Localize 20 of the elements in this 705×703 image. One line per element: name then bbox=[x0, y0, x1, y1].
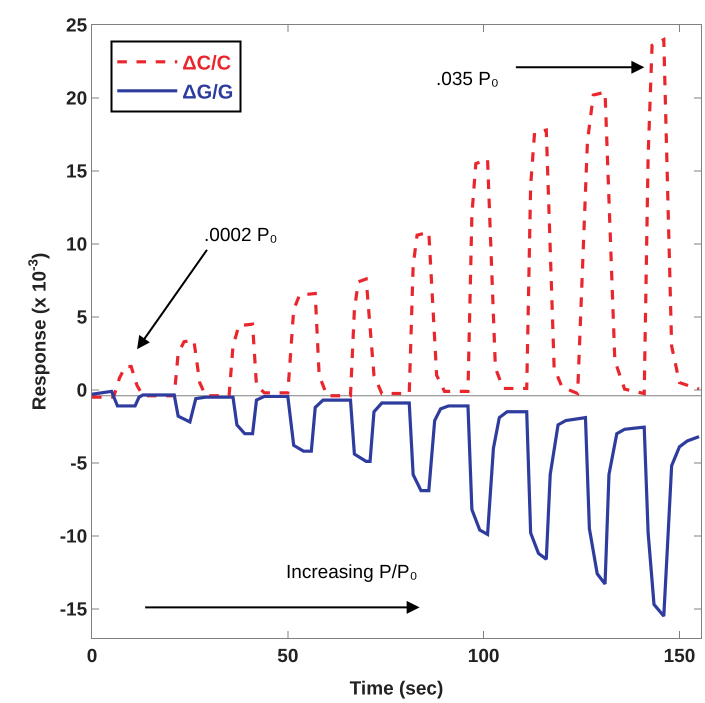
y-tick-label: 10 bbox=[66, 234, 88, 256]
y-tick-label: 5 bbox=[76, 308, 88, 329]
y-tick-label: 25 bbox=[66, 16, 88, 37]
annotation: Increasing P/P₀ bbox=[286, 562, 418, 583]
annotation: .035 P₀ bbox=[436, 69, 499, 90]
y-tick-label: 15 bbox=[66, 162, 88, 183]
y-tick-label: -10 bbox=[60, 526, 88, 548]
x-tick-label: 50 bbox=[277, 646, 298, 667]
x-tick-label: 100 bbox=[468, 646, 500, 667]
y-tick-label: 20 bbox=[66, 88, 88, 110]
y-tick-label: -5 bbox=[70, 454, 88, 475]
y-tick-label: -15 bbox=[60, 599, 88, 620]
legend-label: ΔC/C bbox=[182, 52, 232, 75]
annotation: .0002 P₀ bbox=[204, 225, 278, 246]
line-series bbox=[92, 390, 701, 618]
y-tick-label: 0 bbox=[76, 380, 88, 402]
x-tick-label: 150 bbox=[664, 646, 696, 667]
legend-label: ΔG/G bbox=[182, 82, 234, 104]
line-series bbox=[92, 38, 701, 399]
x-axis-title: Time (sec) bbox=[350, 678, 444, 700]
